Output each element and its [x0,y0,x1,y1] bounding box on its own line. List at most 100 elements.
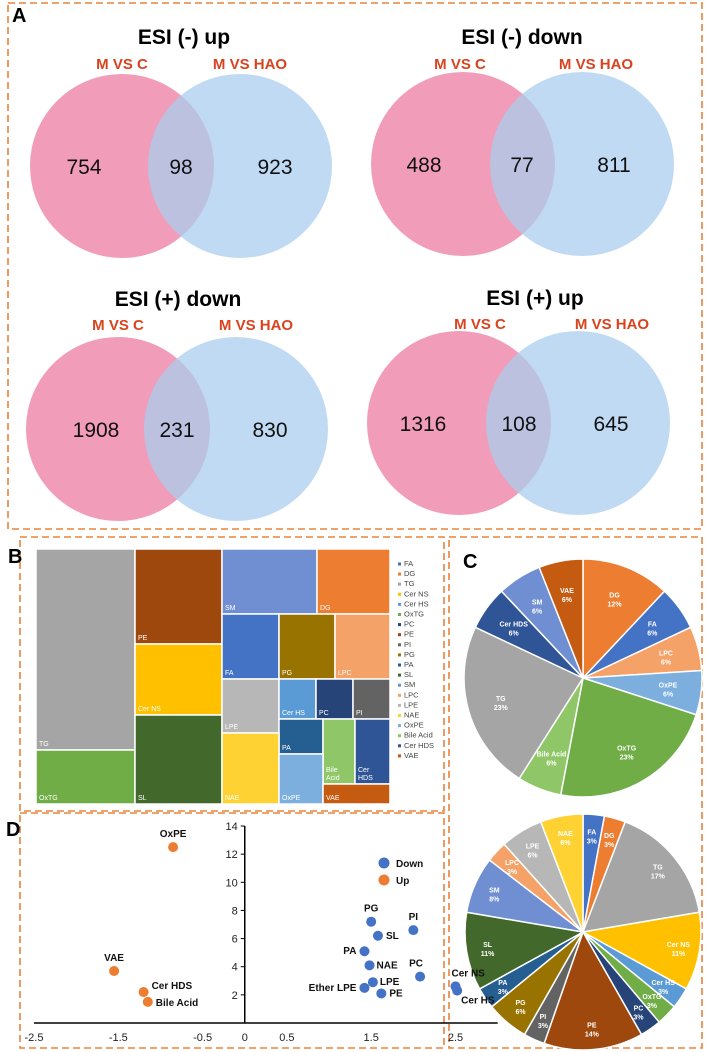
venn-only1: 1908 [73,419,120,442]
treemap-tile-label: OxPE [282,795,301,802]
scatter-point-pg [366,916,377,927]
pie-slice-label: OxPE [659,683,678,690]
legend-swatch-lpe [398,703,401,707]
treemap-tile-label: PE [138,635,148,642]
treemap-tile-label: SM [225,605,236,612]
legend-swatch-fa [398,562,401,566]
x-tick-label: 2.5 [448,1032,463,1044]
scatter-point-label: PC [409,959,423,970]
pie-slice-pct: 11% [672,951,686,958]
legend-label-dg: DG [404,569,415,578]
venn-title: ESI (+) down [115,288,242,311]
treemap-tile-label: VAE [326,795,340,802]
scatter-point-lpe [367,977,378,988]
legend-label-pi: PI [404,640,411,649]
y-tick-label: 14 [226,821,238,833]
pie-slice-oxtg [559,677,698,798]
scatter-legend-label-up: Up [396,876,409,887]
pie-slice-pct: 11% [481,951,495,958]
scatter-point-label: VAE [104,953,124,964]
venn-set2-circle [148,74,332,258]
pie-slice-pct: 6% [647,631,658,638]
treemap-tile-label: HDS [358,775,373,782]
pie-slice-pct: 6% [663,692,674,699]
pie-chart-top: DG 12% FA 6% LPC 6% OxPE 6% OxTG 23% Bile Acid 6% TG… [463,558,703,798]
legend-swatch-oxtg [398,613,401,616]
pie-slice-pct: 3% [647,1003,658,1010]
legend-swatch-bile-acid [398,734,401,738]
legend-label-nae: NAE [404,711,419,720]
venn-set1-label: M VS C [92,317,144,334]
venn-both: 77 [510,154,533,177]
treemap-tile-label: TG [39,741,49,748]
legend-swatch-tg [398,582,401,586]
pie-slice-pct: 3% [604,842,615,849]
pie-slice-pct: 3% [587,839,598,846]
legend-label-bile-acid: Bile Acid [404,731,433,740]
pie-slice-label: LPE [526,843,540,850]
legend-label-sl: SL [404,670,413,679]
panel-label-d: D [6,819,20,841]
pie-slice-pct: 6% [560,840,571,847]
pie-slice-label: OxTG [617,746,637,753]
venn-esi-pos-up: ESI (+) up M VS C M VS HAO 1316 108 645 [367,287,670,515]
legend-label-pe: PE [404,630,414,639]
pie-slice-label: LPC [659,651,673,658]
pie-slice-label: SL [483,942,493,949]
scatter-legend-marker-up [378,874,390,886]
scatter-point-label: LPE [380,977,400,988]
y-tick-label: 2 [232,990,238,1002]
scatter-point-label: PA [343,946,356,957]
treemap-tile-label: PC [319,710,329,717]
scatter-point-ether-lpe [359,982,370,993]
pie-slice-pct: 8% [489,896,500,903]
venn-both: 98 [169,156,192,179]
pie-slice-label: Bile Acid [537,752,567,759]
panel-b-border [19,536,445,812]
scatter-point-label: Ether LPE [309,983,357,994]
pie-slice-pct: 3% [538,1023,549,1030]
scatter-point-pe [376,988,387,999]
scatter-legend-marker-down [378,857,390,869]
panel-d-border [19,812,445,1049]
pie-slice-label: NAE [558,831,573,838]
x-tick-label: -1.5 [109,1032,128,1044]
scatter-point-bile-acid [142,996,153,1007]
x-tick-label: 1.5 [364,1032,379,1044]
scatter-panel-d: -2.5 -1.5 -0.5 0 0.5 1.5 2.5 2 4 6 8 10 12 14 OxPE VAE C… [25,821,498,1044]
legend-swatch-pa [398,663,401,667]
venn-only2: 645 [593,413,628,436]
pie-slice-label: PI [540,1014,547,1021]
pie-slice-label: TG [653,865,663,872]
scatter-point-label: NAE [377,960,398,971]
legend-label-cer-ns: Cer NS [404,589,429,598]
panel-label-c: C [463,551,477,573]
treemap-tile-label: PA [282,745,291,752]
treemap-tile-oxtg [35,749,136,805]
scatter-point-label: Cer HS [461,996,495,1007]
treemap-tile-cer-ns [134,643,223,716]
legend-label-cer-hs: Cer HS [404,599,429,608]
treemap-tile-label: SL [138,795,147,802]
treemap-tile-label: PG [282,670,292,677]
legend-swatch-cer-hds [398,744,401,748]
legend-swatch-sm [398,683,401,687]
treemap-tile-label: PI [356,710,363,717]
legend-label-oxtg: OxTG [404,610,424,619]
venn-esi-neg-down: ESI (-) down M VS C M VS HAO 488 77 811 [371,26,674,256]
pie-slice-label: DG [609,592,620,599]
treemap-tile-pg [278,613,336,680]
pie-slice-label: TG [496,696,506,703]
legend-label-oxpe: OxPE [404,721,424,730]
legend-swatch-lpc [398,693,401,697]
pie-slice-sl [464,911,586,990]
x-tick-label: -0.5 [193,1032,212,1044]
pie-slice-pct: 6% [515,1009,526,1016]
scatter-point-label: PE [389,988,403,999]
x-tick-label: 0.5 [279,1032,294,1044]
y-tick-label: 8 [232,905,238,917]
venn-set2-label: M VS HAO [559,56,634,73]
pie-slice-nae [539,813,584,933]
scatter-point-label: Cer NS [452,968,486,979]
